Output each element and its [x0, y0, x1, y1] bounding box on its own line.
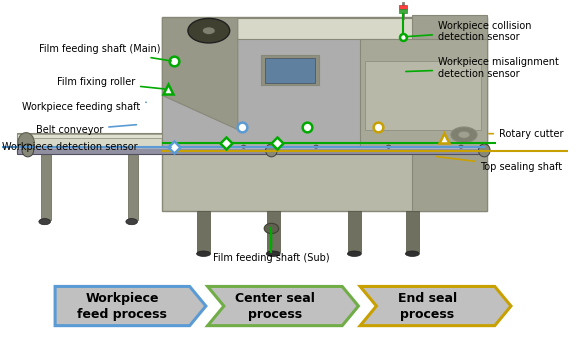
Bar: [162, 39, 487, 152]
Ellipse shape: [264, 223, 278, 234]
Text: Workpiece misalignment
detection sensor: Workpiece misalignment detection sensor: [406, 57, 559, 79]
Text: Workpiece detection sensor: Workpiece detection sensor: [2, 142, 171, 152]
Bar: [17, 147, 487, 149]
Ellipse shape: [459, 145, 463, 148]
Text: Film fixing roller: Film fixing roller: [57, 77, 165, 89]
Polygon shape: [208, 286, 358, 326]
Ellipse shape: [241, 145, 246, 148]
Bar: [412, 15, 487, 211]
Bar: [360, 39, 487, 152]
Text: Belt conveyor: Belt conveyor: [36, 125, 136, 135]
Text: Workpiece collision
detection sensor: Workpiece collision detection sensor: [406, 20, 531, 42]
Ellipse shape: [188, 18, 230, 43]
Ellipse shape: [266, 251, 280, 256]
Bar: [406, 211, 419, 252]
Bar: [267, 211, 280, 252]
Bar: [128, 152, 138, 220]
Text: Film feeding shaft (Main): Film feeding shaft (Main): [39, 44, 171, 61]
FancyBboxPatch shape: [162, 17, 487, 211]
Ellipse shape: [39, 219, 50, 225]
Text: Center seal
process: Center seal process: [235, 292, 315, 321]
Ellipse shape: [386, 145, 391, 148]
Ellipse shape: [314, 145, 318, 148]
Text: End seal
process: End seal process: [398, 292, 457, 321]
Ellipse shape: [347, 251, 361, 256]
Bar: [399, 5, 407, 9]
Bar: [17, 134, 189, 138]
Ellipse shape: [451, 127, 477, 143]
Bar: [41, 152, 51, 220]
Bar: [265, 58, 315, 83]
Bar: [197, 211, 210, 252]
Text: Top sealing shaft: Top sealing shaft: [437, 157, 563, 172]
Bar: [261, 55, 319, 85]
FancyBboxPatch shape: [17, 133, 189, 152]
Ellipse shape: [22, 144, 34, 157]
Bar: [365, 61, 481, 130]
Ellipse shape: [18, 133, 34, 152]
Bar: [399, 9, 407, 13]
Ellipse shape: [405, 251, 419, 256]
Ellipse shape: [266, 144, 277, 157]
Ellipse shape: [478, 144, 490, 157]
Text: Rotary cutter: Rotary cutter: [489, 129, 563, 139]
Text: Film feeding shaft (Sub): Film feeding shaft (Sub): [213, 231, 330, 263]
Bar: [162, 18, 487, 41]
Polygon shape: [55, 286, 206, 326]
Polygon shape: [360, 286, 511, 326]
Polygon shape: [162, 18, 238, 130]
Ellipse shape: [169, 145, 173, 148]
Text: Workpiece
feed process: Workpiece feed process: [78, 292, 167, 321]
Bar: [348, 211, 361, 252]
Ellipse shape: [197, 251, 211, 256]
Text: Workpiece feeding shaft: Workpiece feeding shaft: [22, 102, 146, 112]
Ellipse shape: [126, 219, 137, 225]
Bar: [17, 147, 487, 154]
Ellipse shape: [202, 27, 215, 34]
Ellipse shape: [458, 131, 470, 138]
